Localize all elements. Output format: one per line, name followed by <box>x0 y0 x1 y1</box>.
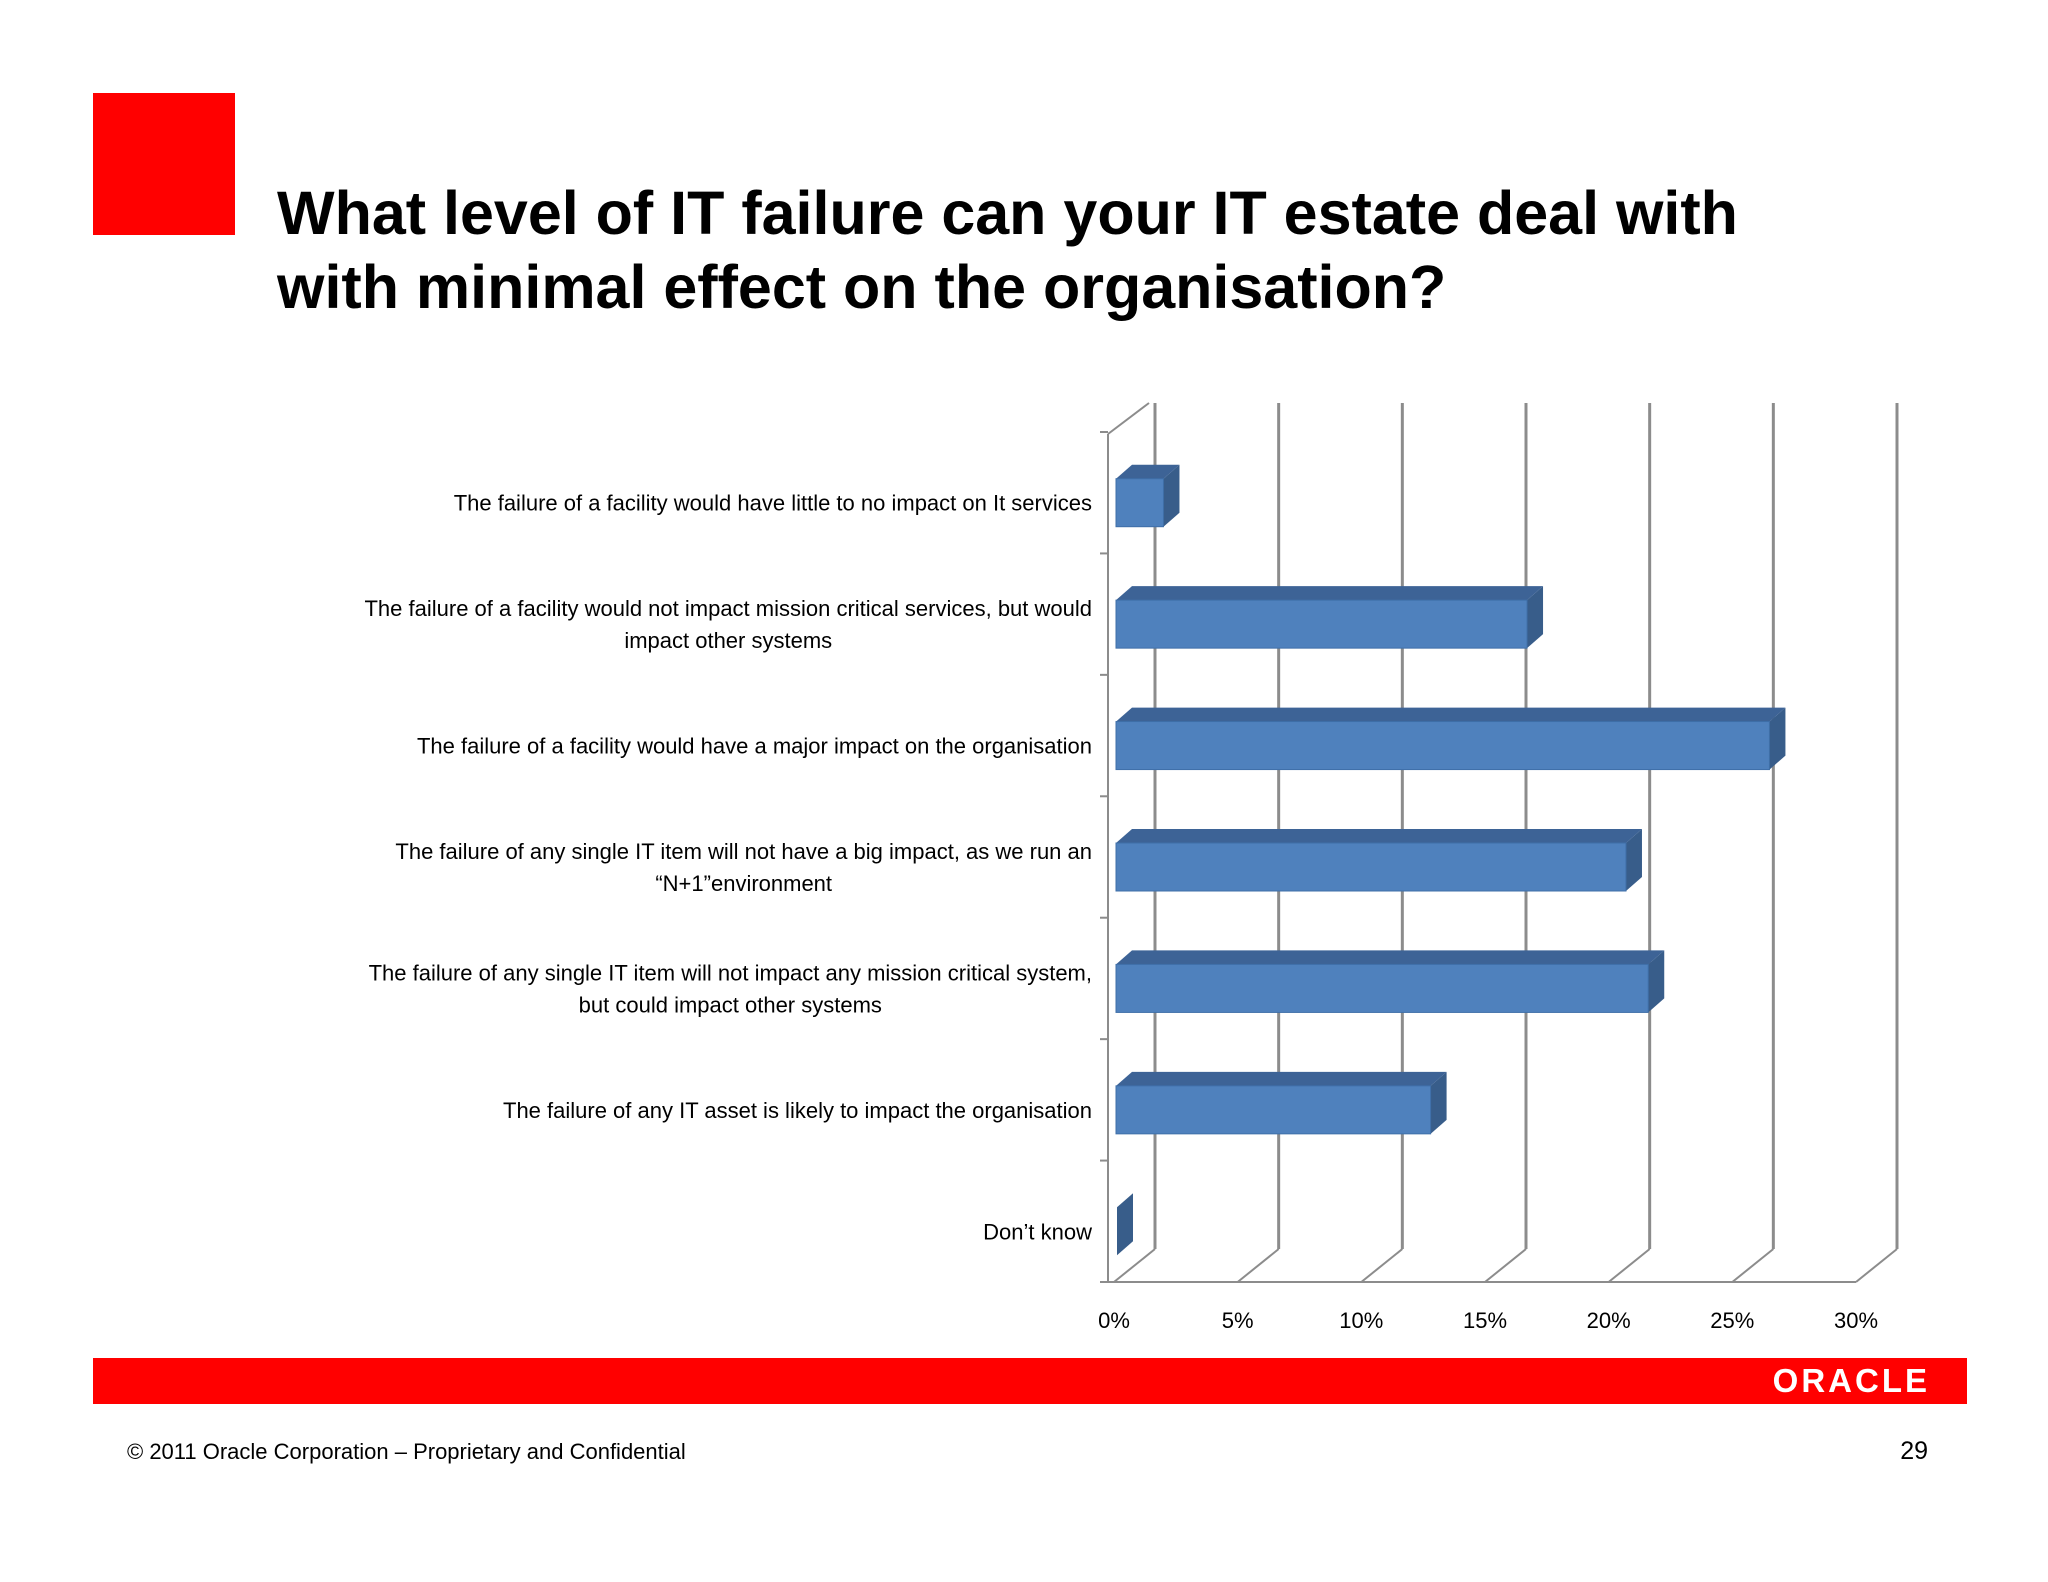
x-tick-label: 5% <box>1222 1308 1254 1333</box>
x-tick-label: 25% <box>1710 1308 1754 1333</box>
x-tick-label: 15% <box>1463 1308 1507 1333</box>
floor-depth-line <box>1731 1248 1774 1283</box>
chart-bars <box>1115 464 1786 1256</box>
bar <box>1115 1071 1447 1135</box>
x-tick-label: 10% <box>1339 1308 1383 1333</box>
floor-depth-line <box>1360 1248 1403 1283</box>
bar-top-face <box>1116 829 1642 843</box>
bar-top-face <box>1116 950 1665 965</box>
category-label: The failure of a facility would have a m… <box>417 734 1092 759</box>
bar-top-face <box>1116 586 1544 601</box>
bar-top-face <box>1116 707 1786 722</box>
x-tick-label: 0% <box>1098 1308 1130 1333</box>
category-label: The failure of any IT asset is likely to… <box>503 1098 1092 1123</box>
category-label: The failure of any single IT item will n… <box>369 960 1092 1017</box>
title-line-1: What level of IT failure can your IT est… <box>277 179 1738 247</box>
floor-depth-line <box>1113 1248 1156 1283</box>
title-line-2: with minimal effect on the organisation? <box>277 253 1447 321</box>
bar-side-face <box>1117 1193 1133 1256</box>
bar-front-face <box>1115 842 1627 892</box>
bar-side-face <box>1625 829 1642 891</box>
page-number: 29 <box>1900 1437 1928 1465</box>
bar-front-face <box>1115 599 1528 649</box>
bar-front-face <box>1115 1085 1432 1135</box>
bar-front-face <box>1115 478 1164 528</box>
bar-top-face <box>1116 464 1180 479</box>
footer-bar <box>93 1358 1967 1404</box>
category-label: The failure of a facility would not impa… <box>364 596 1092 653</box>
category-label: The failure of a facility would have lit… <box>454 491 1092 516</box>
bar <box>1115 707 1786 771</box>
bar <box>1115 950 1665 1013</box>
slide-title: What level of IT failure can your IT est… <box>277 176 1977 324</box>
bar <box>1115 464 1180 528</box>
chart-x-tick-labels: 0% 5% 10% 15% 20% 25% 30% <box>1098 1308 1878 1333</box>
floor-depth-line <box>1608 1248 1651 1283</box>
bar-side-face <box>1163 464 1180 527</box>
red-accent-square <box>93 93 235 235</box>
x-tick-label: 20% <box>1587 1308 1631 1333</box>
bar <box>1117 1193 1133 1256</box>
oracle-logo: ORACLE <box>1772 1362 1930 1399</box>
bar-side-face <box>1648 950 1665 1013</box>
bar-front-face <box>1115 963 1649 1013</box>
bar-side-face <box>1430 1071 1447 1134</box>
bar <box>1115 829 1642 892</box>
floor-depth-line <box>1855 1248 1898 1283</box>
bar-front-face <box>1115 721 1770 771</box>
bar-side-face <box>1527 586 1544 649</box>
copyright-text: © 2011 Oracle Corporation – Proprietary … <box>127 1439 686 1464</box>
category-label: Don’t know <box>983 1219 1092 1244</box>
side-wall-top-edge <box>1107 402 1150 435</box>
bar-side-face <box>1769 707 1786 770</box>
chart-category-labels: The failure of a facility would have lit… <box>364 491 1092 1245</box>
floor-depth-line <box>1484 1248 1527 1283</box>
bar <box>1115 586 1544 649</box>
category-label: The failure of any single IT item will n… <box>395 839 1092 896</box>
bar-top-face <box>1116 1071 1447 1086</box>
x-tick-label: 30% <box>1834 1308 1878 1333</box>
floor-depth-line <box>1237 1248 1280 1283</box>
